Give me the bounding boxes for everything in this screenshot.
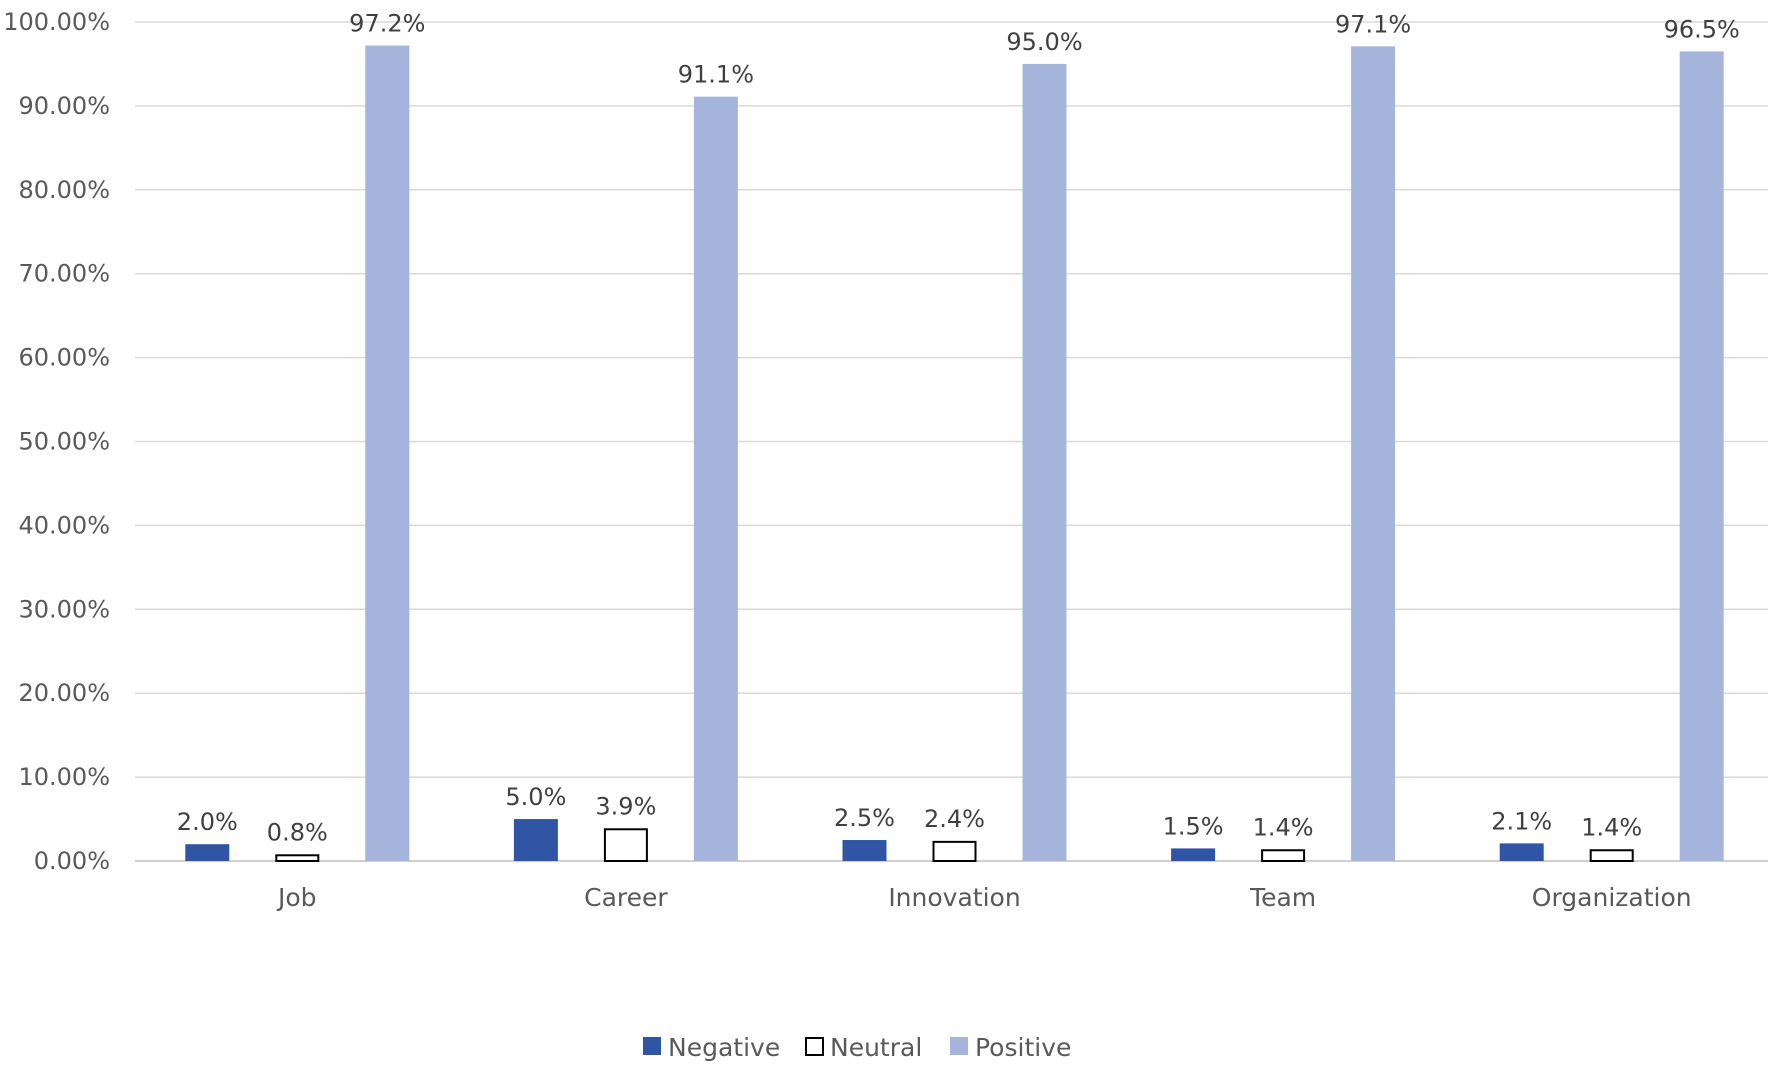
data-label-neutral-career: 3.9% [595, 792, 656, 820]
data-label-negative-career: 5.0% [505, 783, 566, 811]
legend-label-negative: Negative [668, 1033, 780, 1062]
data-label-positive-organization: 96.5% [1664, 15, 1740, 43]
data-label-positive-team: 97.1% [1335, 10, 1411, 38]
bar-positive-team [1351, 46, 1396, 862]
bar-negative-innovation [842, 840, 887, 861]
x-category-label: Organization [1532, 883, 1692, 912]
bar-neutral-innovation [932, 840, 977, 863]
data-label-neutral-organization: 1.4% [1581, 813, 1642, 841]
bar-positive-organization [1679, 51, 1724, 862]
bar-negative-career [513, 819, 558, 861]
y-tick-label: 70.00% [18, 260, 110, 288]
bars [185, 45, 1724, 863]
y-axis-tick-labels: 0.00% 10.00% 20.00% 30.00% 40.00% 50.00% 60.00… [3, 8, 110, 875]
data-label-negative-innovation: 2.5% [834, 804, 895, 832]
y-tick-label: 100.00% [3, 8, 110, 36]
data-label-negative-team: 1.5% [1163, 812, 1224, 840]
data-label-negative-organization: 2.1% [1491, 807, 1552, 835]
y-tick-label: 10.00% [18, 763, 110, 791]
bar-negative-job [185, 844, 230, 861]
x-category-label: Career [584, 883, 668, 912]
legend-swatch-negative [643, 1037, 661, 1055]
bar-neutral-team [1261, 849, 1306, 863]
bar-neutral-job [275, 854, 320, 863]
x-axis-category-labels: Job Career Innovation Team Organization [276, 883, 1692, 912]
legend-label-neutral: Neutral [830, 1033, 922, 1062]
legend: Negative Neutral Positive [643, 1033, 1071, 1062]
data-label-negative-job: 2.0% [177, 808, 238, 836]
y-tick-label: 0.00% [34, 847, 110, 875]
bar-negative-organization [1499, 843, 1544, 861]
legend-swatch-positive [950, 1037, 968, 1055]
x-category-label: Job [276, 883, 317, 912]
data-label-positive-innovation: 95.0% [1006, 28, 1082, 56]
y-tick-label: 60.00% [18, 344, 110, 372]
data-label-positive-job: 97.2% [349, 9, 425, 37]
y-tick-label: 50.00% [18, 428, 110, 456]
y-tick-label: 40.00% [18, 511, 110, 539]
data-label-neutral-job: 0.8% [267, 818, 328, 846]
y-tick-label: 90.00% [18, 92, 110, 120]
x-category-label: Team [1249, 883, 1316, 912]
bar-positive-career [693, 96, 738, 861]
data-label-neutral-team: 1.4% [1253, 813, 1314, 841]
legend-label-positive: Positive [975, 1033, 1071, 1062]
x-category-label: Innovation [888, 883, 1020, 912]
bar-neutral-organization [1589, 849, 1634, 863]
legend-swatch-neutral [805, 1037, 824, 1056]
bar-positive-job [365, 45, 410, 861]
y-tick-label: 80.00% [18, 176, 110, 204]
y-tick-label: 20.00% [18, 679, 110, 707]
data-labels: 2.0% 0.8% 97.2% 5.0% 3.9% 91.1% 2.5% 2.4% 95.0% 1… [177, 9, 1740, 846]
bar-positive-innovation [1022, 63, 1067, 861]
bar-neutral-career [603, 828, 648, 862]
y-tick-label: 30.00% [18, 595, 110, 623]
data-label-positive-career: 91.1% [678, 61, 754, 89]
bar-negative-team [1171, 848, 1216, 861]
data-label-neutral-innovation: 2.4% [924, 805, 985, 833]
